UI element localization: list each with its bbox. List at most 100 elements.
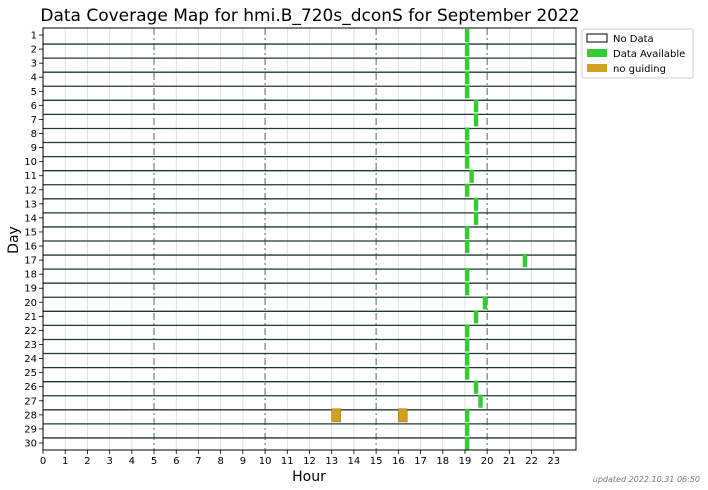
coverage-segment-data-available — [464, 408, 470, 422]
x-tick-label: 2 — [84, 456, 90, 467]
legend-label: no guiding — [613, 64, 666, 75]
legend-box — [581, 28, 694, 79]
coverage-segment-data-available — [464, 155, 470, 169]
x-tick-label: 1 — [62, 456, 68, 467]
y-tick-label: 28 — [24, 410, 37, 421]
y-tick-label: 17 — [24, 256, 37, 267]
coverage-segment-data-available — [464, 282, 470, 296]
y-tick-label: 9 — [31, 143, 37, 154]
y-axis-label: Day — [6, 226, 22, 254]
x-tick-label: 0 — [40, 456, 46, 467]
x-axis-label: Hour — [292, 469, 326, 485]
y-tick-label: 30 — [24, 438, 37, 449]
y-tick-label: 26 — [24, 382, 37, 393]
coverage-segment-data-available — [464, 141, 470, 155]
y-tick-label: 18 — [24, 270, 37, 281]
y-tick-label: 1 — [31, 31, 37, 42]
legend-label: No Data — [613, 34, 654, 45]
y-tick-label: 8 — [31, 129, 37, 140]
y-tick-label: 14 — [24, 213, 37, 224]
y-tick-label: 7 — [31, 115, 37, 126]
y-tick-label: 15 — [24, 227, 37, 238]
x-tick-label: 8 — [217, 456, 223, 467]
coverage-segment-data-available — [464, 85, 470, 99]
y-tick-label: 19 — [24, 284, 37, 295]
x-tick-label: 12 — [303, 456, 316, 467]
coverage-segment-data-available — [473, 113, 479, 127]
x-tick-label: 19 — [459, 456, 472, 467]
coverage-segment-data-available — [522, 254, 528, 268]
coverage-segment-no-guiding — [331, 408, 341, 423]
y-tick-label: 10 — [24, 157, 37, 168]
x-tick-label: 22 — [525, 456, 538, 467]
coverage-segment-data-available — [464, 324, 470, 338]
y-tick-label: 4 — [31, 73, 37, 84]
coverage-segment-data-available — [464, 268, 470, 282]
x-tick-label: 14 — [348, 456, 361, 467]
x-tick-label: 4 — [129, 456, 135, 467]
legend-swatch — [587, 49, 607, 57]
chart-title: Data Coverage Map for hmi.B_720s_dconS f… — [40, 6, 579, 26]
y-tick-label: 12 — [24, 185, 37, 196]
coverage-segment-data-available — [473, 380, 479, 394]
coverage-segment-data-available — [473, 197, 479, 211]
coverage-segment-data-available — [464, 183, 470, 197]
updated-timestamp: updated 2022.10.31 06:50 — [592, 475, 700, 484]
x-tick-label: 23 — [547, 456, 560, 467]
y-tick-label: 3 — [31, 59, 37, 70]
y-tick-label: 22 — [24, 326, 37, 337]
coverage-segment-data-available — [464, 436, 470, 450]
coverage-segment-data-available — [469, 169, 474, 183]
x-tick-label: 21 — [503, 456, 516, 467]
y-tick-label: 6 — [31, 101, 37, 112]
y-tick-label: 20 — [24, 298, 37, 309]
coverage-segment-data-available — [473, 211, 479, 225]
x-tick-label: 20 — [481, 456, 494, 467]
y-tick-label: 5 — [31, 87, 37, 98]
coverage-segment-data-available — [473, 99, 479, 113]
legend-label: Data Available — [613, 49, 685, 60]
coverage-segment-data-available — [464, 57, 470, 71]
x-tick-label: 5 — [151, 456, 157, 467]
legend: No Data Data Available no guiding — [581, 28, 694, 79]
y-tick-label: 25 — [24, 368, 37, 379]
x-tick-label: 18 — [436, 456, 449, 467]
x-tick-label: 11 — [281, 456, 294, 467]
x-tick-label: 13 — [325, 456, 338, 467]
coverage-segment-data-available — [473, 310, 479, 324]
y-tick-label: 27 — [24, 396, 37, 407]
legend-swatch — [587, 64, 607, 72]
y-tick-label: 29 — [24, 424, 37, 435]
x-tick-label: 7 — [195, 456, 201, 467]
y-tick-label: 11 — [24, 171, 37, 182]
coverage-segment-data-available — [464, 43, 470, 57]
coverage-segment-data-available — [482, 296, 488, 310]
coverage-segment-data-available — [464, 422, 470, 436]
y-tick-label: 21 — [24, 312, 37, 323]
coverage-segment-data-available — [464, 240, 470, 254]
coverage-segment-data-available — [464, 225, 470, 239]
legend-swatch — [586, 33, 608, 43]
y-tick-label: 24 — [24, 354, 37, 365]
coverage-segment-data-available — [464, 338, 470, 352]
y-tick-label: 23 — [24, 340, 37, 351]
x-tick-label: 15 — [370, 456, 383, 467]
plot-area: 0 1 2 3 4 5 6 7 8 9 10 11 12 13 14 15 16 17 18 19 20 21 22 2312… — [24, 27, 577, 467]
coverage-segment-data-available — [478, 394, 483, 408]
x-tick-label: 17 — [414, 456, 427, 467]
y-tick-label: 16 — [24, 242, 37, 253]
x-tick-label: 10 — [259, 456, 272, 467]
y-tick-label: 2 — [31, 45, 37, 56]
x-tick-label: 9 — [240, 456, 246, 467]
coverage-segment-data-available — [464, 71, 470, 85]
coverage-segment-data-available — [464, 366, 470, 380]
x-tick-label: 16 — [392, 456, 405, 467]
coverage-segment-data-available — [464, 352, 470, 366]
y-tick-label: 13 — [24, 199, 37, 210]
coverage-segment-no-guiding — [398, 408, 408, 423]
x-tick-label: 6 — [173, 456, 179, 467]
coverage-segment-data-available — [464, 127, 470, 141]
coverage-segment-data-available — [464, 29, 470, 43]
x-tick-label: 3 — [106, 456, 112, 467]
